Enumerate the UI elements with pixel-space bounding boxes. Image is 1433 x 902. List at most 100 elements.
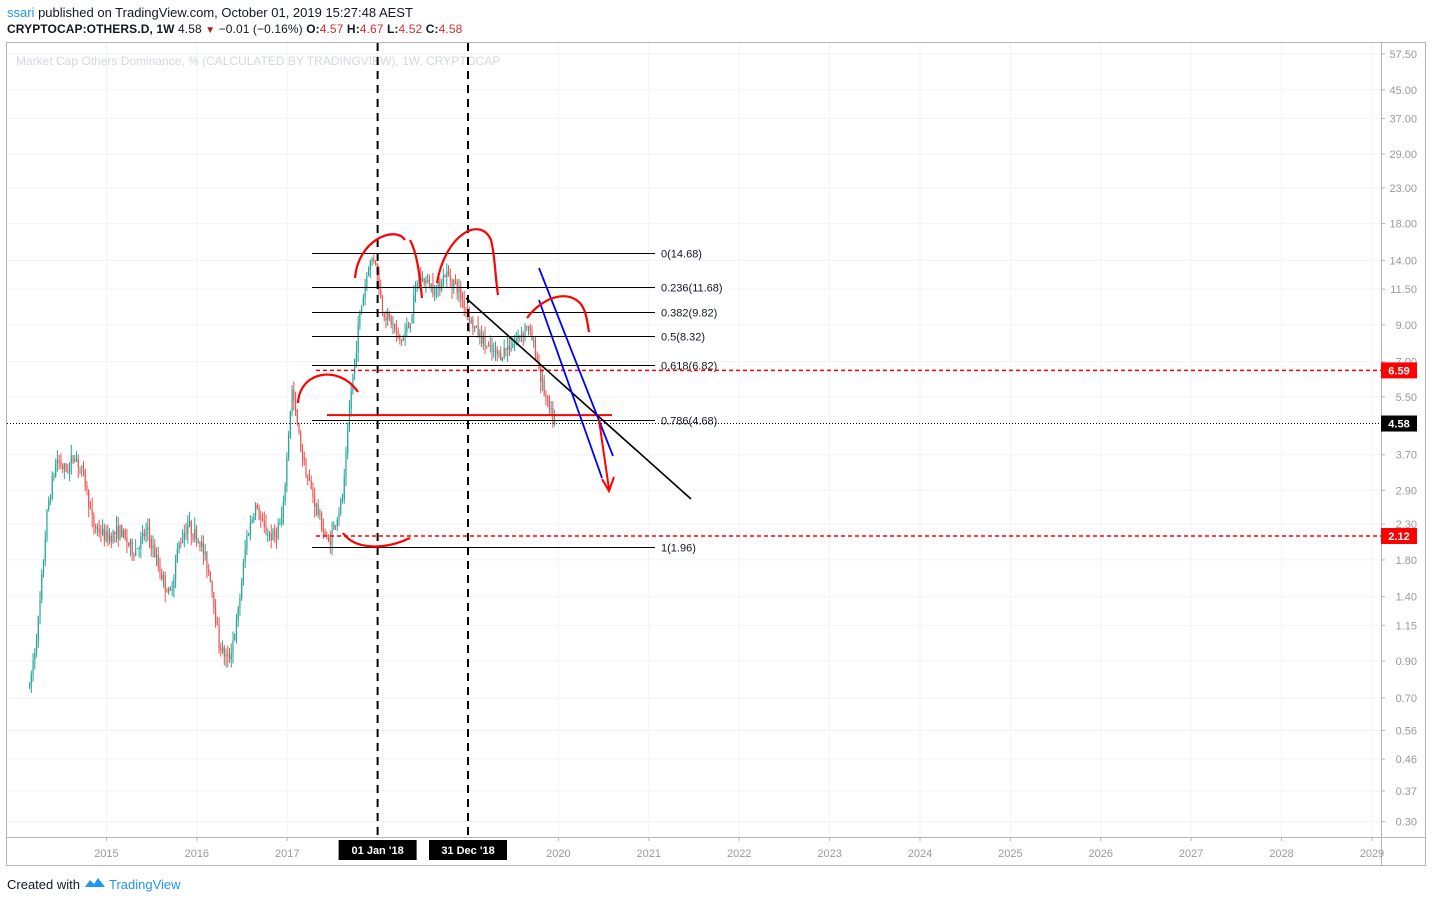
candle-body <box>334 525 337 527</box>
candle-body <box>81 465 83 468</box>
candle-body <box>28 684 31 688</box>
created-with-text: Created with <box>7 876 80 892</box>
pattern-arc[interactable] <box>526 295 591 333</box>
candle-body <box>185 533 187 535</box>
candle-body <box>385 317 387 321</box>
candle-body <box>213 592 215 608</box>
candle-body <box>501 357 504 361</box>
candle-body <box>161 573 163 580</box>
candle-body <box>390 316 392 325</box>
candle-body <box>75 458 78 460</box>
candle-body <box>449 275 451 281</box>
candle-body <box>522 334 524 336</box>
candle-body <box>428 280 431 288</box>
candle-body <box>498 352 500 355</box>
candle-body <box>230 653 232 660</box>
candle-body <box>206 551 208 570</box>
candle-body <box>228 655 231 660</box>
candle-body <box>489 344 491 347</box>
candle-body <box>303 457 305 461</box>
candle-body <box>218 625 220 648</box>
candle-body <box>180 542 182 544</box>
candle-body <box>260 518 262 520</box>
tradingview-link[interactable]: TradingView <box>108 876 181 892</box>
time-axis[interactable]: 2015 2016 2017 2020 2021 2022 2023 2024 2025 2026… <box>94 837 1384 860</box>
candle-body <box>234 634 236 641</box>
fib-level-label: 0.382(9.82) <box>661 308 717 320</box>
candle-body <box>414 287 417 295</box>
candle-body <box>531 331 533 341</box>
candle-body <box>308 478 311 481</box>
candle-body <box>58 460 60 462</box>
candle-body <box>162 575 165 580</box>
close-value: 4.58 <box>438 22 463 36</box>
candle-body <box>352 373 354 392</box>
price-axis[interactable]: 57.50 45.00 37.00 29.00 23.00 18.00 14.00 11.50… <box>1381 49 1417 829</box>
price-tick-label: 0.30 <box>1396 817 1417 829</box>
time-tick-label: 2020 <box>546 848 570 860</box>
candle-body <box>507 346 509 350</box>
date-marker-label-bg <box>338 840 417 860</box>
candle-body <box>126 537 128 543</box>
candle-body <box>169 588 172 590</box>
candle-body <box>84 470 86 487</box>
target-arrow[interactable] <box>598 419 610 490</box>
author-name[interactable]: ssari <box>7 5 35 20</box>
tradingview-logo-icon <box>84 876 106 892</box>
candle-body <box>173 577 175 590</box>
candle-body <box>108 535 111 541</box>
candle-body <box>119 525 121 540</box>
open-value: 4.57 <box>319 22 344 36</box>
candle-body <box>279 523 281 525</box>
fib-level-label: 0(14.68) <box>661 249 702 261</box>
candle-body <box>221 647 224 652</box>
candle-body <box>314 496 316 507</box>
candle-body <box>267 534 269 536</box>
candle-body <box>500 352 502 361</box>
fibonacci-retracement[interactable]: 0(14.68) 0.236(11.68) 0.382(9.82) 0.5(8.32)… <box>312 249 723 555</box>
candle-body <box>131 540 133 555</box>
pattern-arc[interactable] <box>435 228 500 296</box>
price-tick-label: 0.90 <box>1396 656 1417 668</box>
time-tick-label: 2015 <box>94 848 118 860</box>
candle-body <box>461 298 464 300</box>
candle-body <box>53 475 55 477</box>
candle-body <box>496 349 498 355</box>
candle-body <box>51 476 53 499</box>
trend-line[interactable] <box>465 297 692 500</box>
chart-title: Market Cap Others Dominance, % (CALCULAT… <box>16 54 500 68</box>
candle-body <box>32 660 34 675</box>
candle-body <box>86 486 88 491</box>
candle-body <box>204 551 206 554</box>
candle-body <box>34 652 36 661</box>
candle-body <box>421 278 424 281</box>
fib-level-label: 0.236(11.68) <box>661 283 723 295</box>
candle-body <box>294 400 297 410</box>
candle-body <box>413 294 415 315</box>
candle-body <box>460 288 462 299</box>
candle-body <box>458 288 460 293</box>
candle-body <box>394 323 396 329</box>
pattern-arc[interactable] <box>296 373 359 404</box>
pattern-arc[interactable] <box>353 233 406 279</box>
drawings-layer[interactable] <box>7 43 1381 837</box>
channel-line-lower[interactable] <box>538 299 603 479</box>
candle-body <box>98 527 100 533</box>
price-tick-label: 45.00 <box>1389 85 1417 97</box>
candle-body <box>427 280 429 282</box>
pattern-arc[interactable] <box>409 239 424 299</box>
candle-body <box>399 334 401 341</box>
candle-body <box>55 463 57 476</box>
time-tick-label: 2024 <box>908 848 932 860</box>
candle-body <box>199 541 201 547</box>
candle-body <box>220 647 222 652</box>
date-marker-label: 01 Jan '18 <box>352 845 404 857</box>
candle-body <box>117 526 119 540</box>
price-tick-label: 29.00 <box>1389 149 1417 161</box>
candle-body <box>432 283 434 295</box>
pattern-arc[interactable] <box>342 532 411 548</box>
price-tick-label: 57.50 <box>1389 49 1417 61</box>
candle-body <box>348 409 351 430</box>
candle-body <box>468 314 471 323</box>
